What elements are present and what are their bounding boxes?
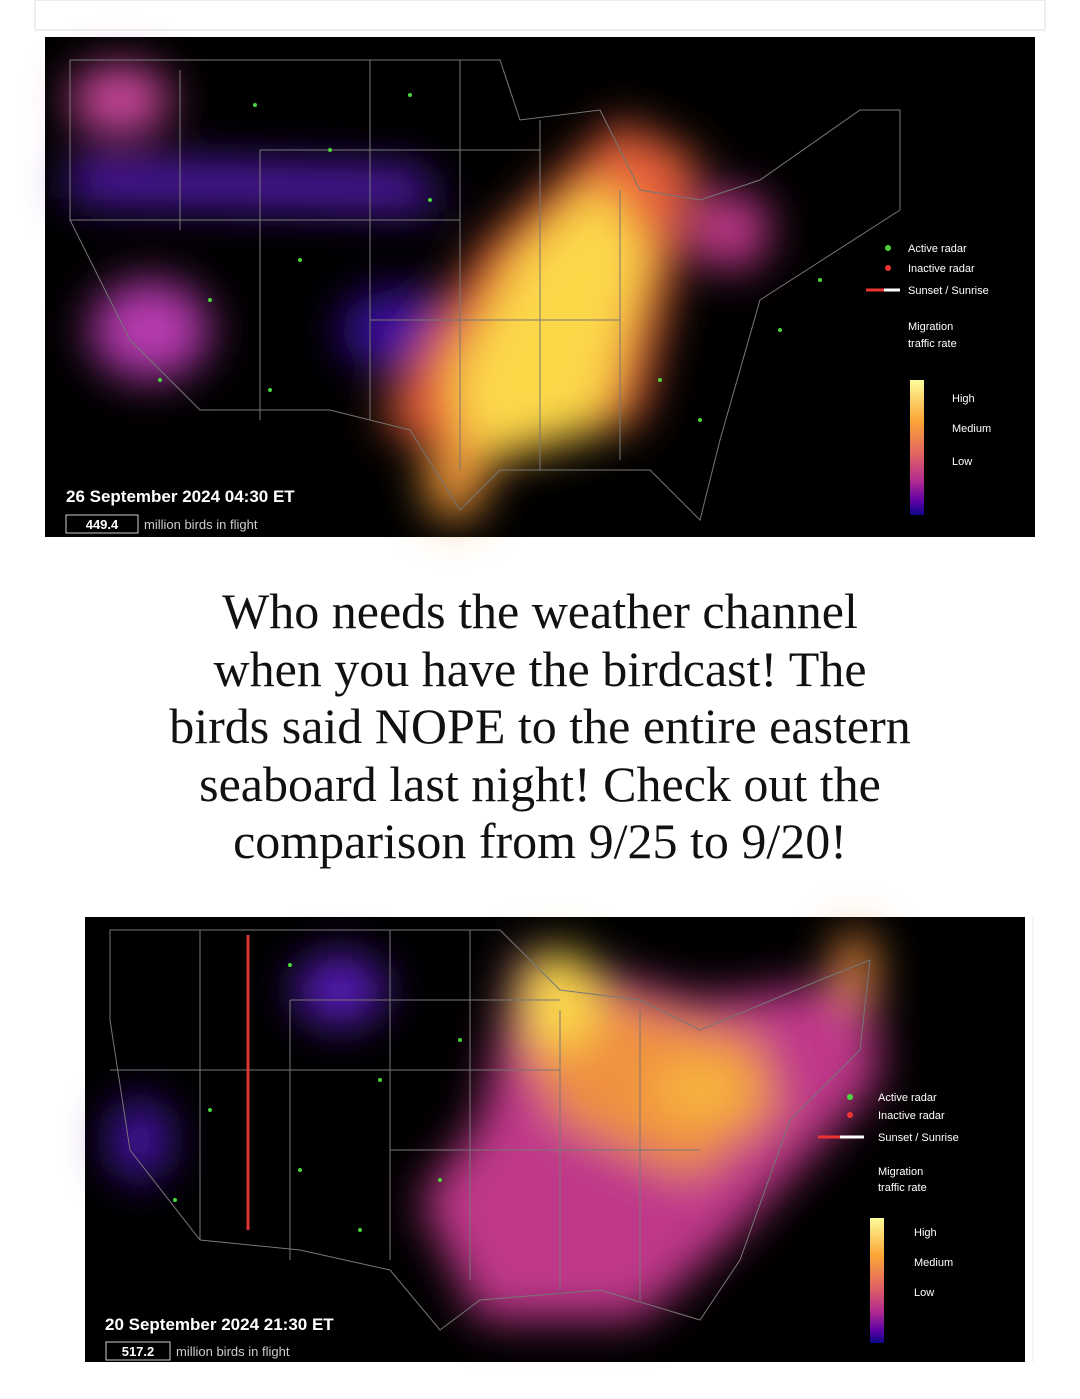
legend-label: Inactive radar	[908, 263, 975, 275]
map-date: 26 September 2024 04:30 ET	[66, 487, 295, 506]
map-top: Active radar Inactive radar Sunset / Sun…	[45, 37, 1035, 537]
scale-label: High	[952, 393, 975, 405]
legend-label: Inactive radar	[878, 1110, 945, 1122]
bird-count: 449.4	[86, 517, 119, 532]
scale-label: Medium	[952, 423, 991, 435]
legend-label: Sunset / Sunrise	[908, 285, 989, 297]
count-suffix: million birds in flight	[176, 1344, 290, 1359]
scale-label: Low	[914, 1287, 934, 1299]
scale-label: High	[914, 1227, 937, 1239]
scale-title: traffic rate	[878, 1182, 927, 1194]
caption: Who needs the weather channel when you h…	[169, 583, 910, 869]
legend-label: Active radar	[908, 243, 967, 255]
caption-line: Who needs the weather channel	[222, 583, 858, 639]
frame	[34, 0, 1046, 31]
scale-label: Medium	[914, 1257, 953, 1269]
scale-title: traffic rate	[908, 338, 957, 350]
bird-count: 517.2	[122, 1344, 155, 1359]
scale-label: Low	[952, 456, 972, 468]
caption-line: birds said NOPE to the entire eastern	[169, 698, 910, 754]
count-suffix: million birds in flight	[144, 517, 258, 532]
color-bar	[870, 1218, 884, 1343]
legend-label: Sunset / Sunrise	[878, 1132, 959, 1144]
scale-title: Migration	[908, 321, 953, 333]
map-bottom: Active radar Inactive radar Sunset / Sun…	[85, 917, 1034, 1362]
map-date: 20 September 2024 21:30 ET	[105, 1315, 334, 1334]
legend-label: Active radar	[878, 1092, 937, 1104]
scale-title: Migration	[878, 1166, 923, 1178]
color-bar	[910, 380, 924, 515]
caption-line: comparison from 9/25 to 9/20!	[233, 813, 847, 869]
caption-line: seaboard last night! Check out the	[199, 756, 881, 812]
caption-line: when you have the birdcast! The	[213, 641, 866, 697]
